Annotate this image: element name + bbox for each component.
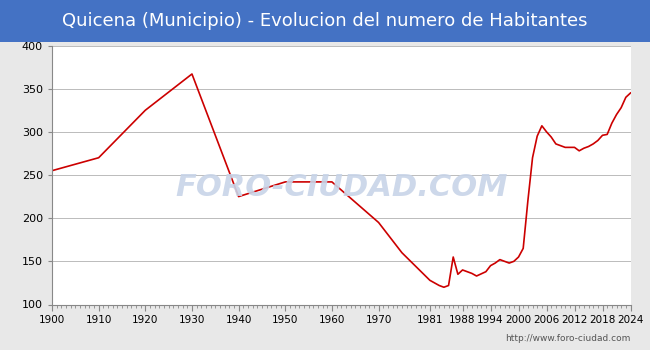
Text: http://www.foro-ciudad.com: http://www.foro-ciudad.com xyxy=(505,334,630,343)
Text: FORO-CIUDAD.COM: FORO-CIUDAD.COM xyxy=(175,174,508,202)
Text: Quicena (Municipio) - Evolucion del numero de Habitantes: Quicena (Municipio) - Evolucion del nume… xyxy=(62,12,588,30)
